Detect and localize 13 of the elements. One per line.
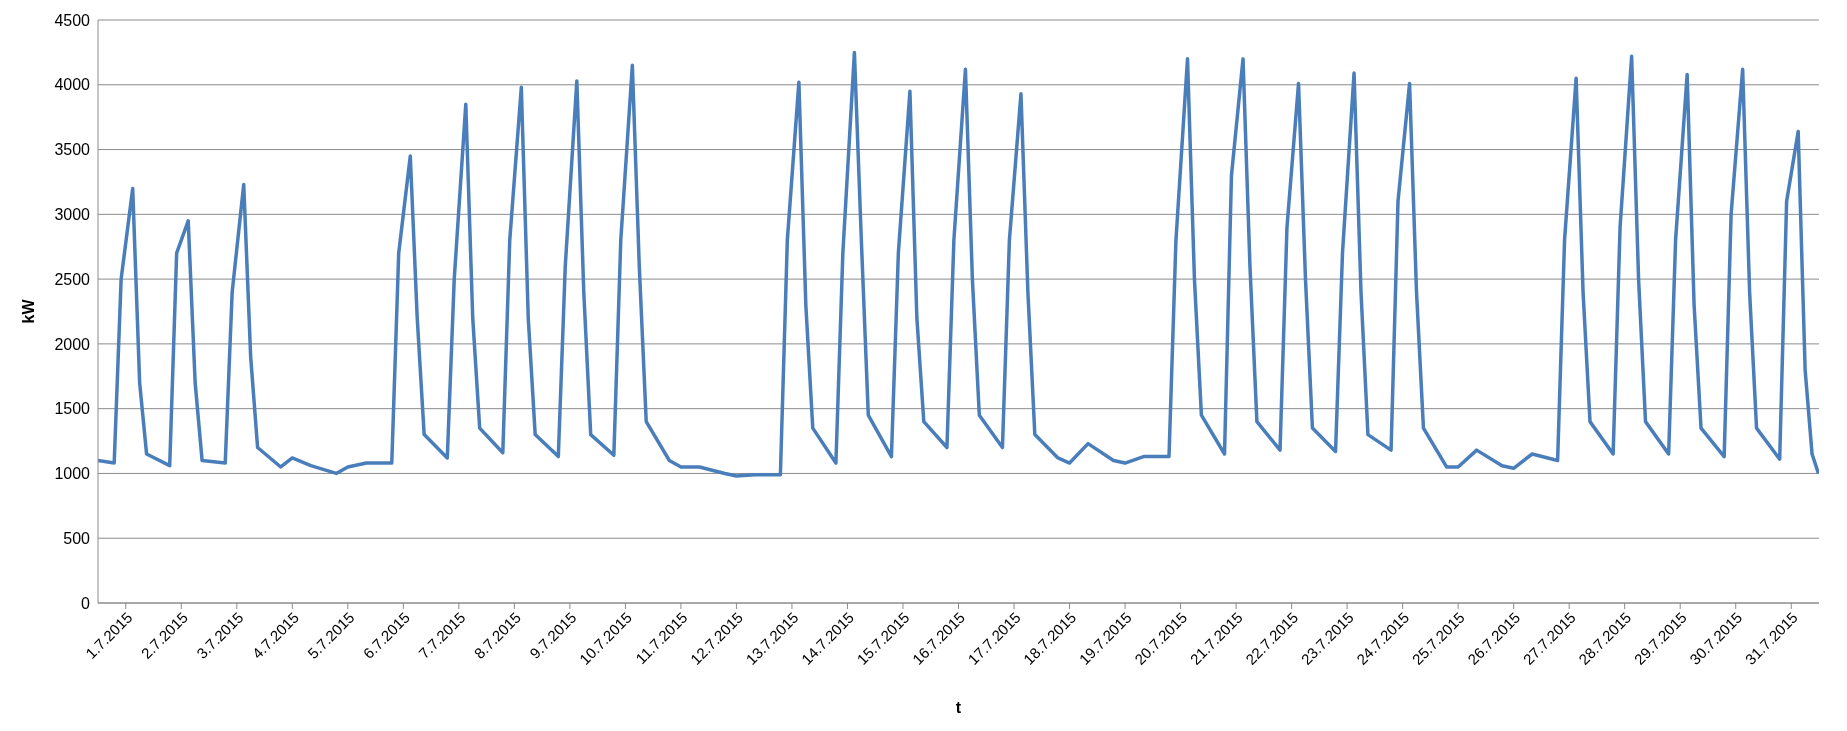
y-axis-title: kW <box>19 298 37 324</box>
y-tick-label: 4500 <box>54 11 91 29</box>
x-axis-title: t <box>955 699 962 716</box>
y-tick-label: 4000 <box>54 76 91 94</box>
y-tick-label: 2000 <box>54 335 91 353</box>
line-series <box>98 50 1819 478</box>
y-tick-label: 1000 <box>54 465 91 483</box>
y-tick-label: 2500 <box>54 270 91 288</box>
y-tick-label: 3000 <box>54 206 91 224</box>
y-tick-label: 1500 <box>54 400 91 418</box>
y-tick-label: 0 <box>81 594 91 612</box>
y-tick-label: 3500 <box>54 141 91 159</box>
y-tick-label: 500 <box>63 529 91 547</box>
